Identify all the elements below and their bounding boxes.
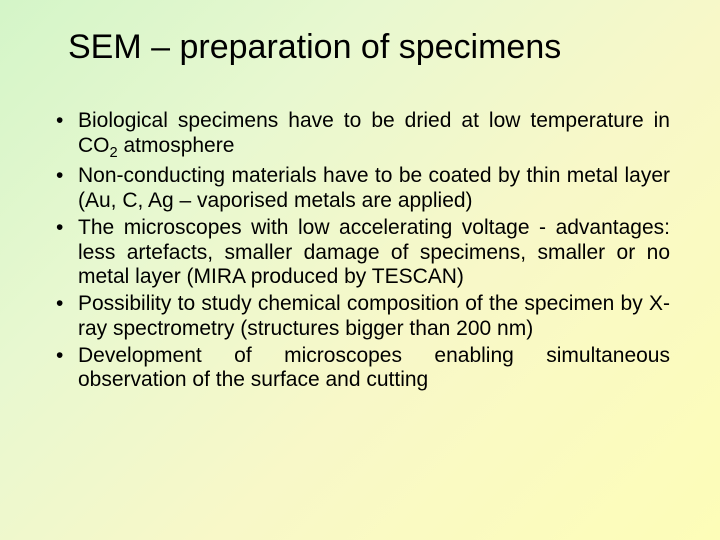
bullet-item: The microscopes with low accelerating vo… — [50, 216, 670, 290]
bullet-item: Development of microscopes enabling simu… — [50, 344, 670, 394]
slide-title: SEM – preparation of specimens — [68, 28, 670, 67]
bullet-item: Non-conducting materials have to be coat… — [50, 164, 670, 214]
bullet-item: Possibility to study chemical compositio… — [50, 292, 670, 342]
slide: SEM – preparation of specimens Biologica… — [0, 0, 720, 540]
bullet-list: Biological specimens have to be dried at… — [50, 109, 670, 393]
bullet-item: Biological specimens have to be dried at… — [50, 109, 670, 162]
